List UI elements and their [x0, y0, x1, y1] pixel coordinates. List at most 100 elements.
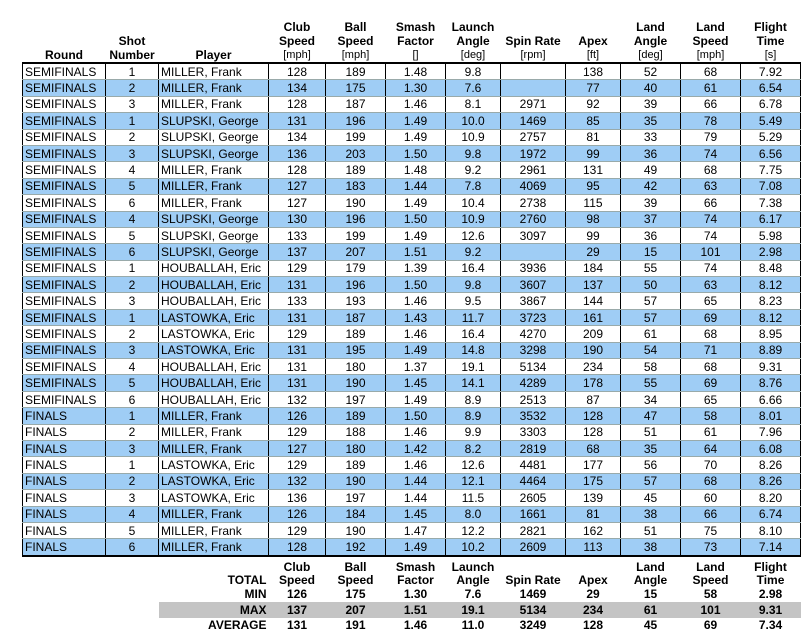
table-cell: 115 — [565, 194, 621, 212]
table-cell: 42 — [620, 178, 681, 196]
table-cell: 4464 — [500, 473, 566, 491]
table-cell: 7.96 — [740, 424, 801, 441]
table-row: SEMIFINALS 6 SLUPSKI, George 137 207 1.51 9.2 2… — [22, 243, 801, 261]
table-cell: 1 — [105, 309, 159, 327]
column-name: Club Speed — [278, 20, 315, 48]
column-unit: [deg] — [460, 49, 486, 61]
table-cell: 3097 — [500, 227, 566, 245]
table-cell: 1661 — [500, 506, 566, 523]
table-cell: 177 — [565, 456, 621, 474]
table-cell: 37 — [620, 211, 681, 228]
table-cell: 190 — [565, 342, 621, 360]
stat-label: MAX — [158, 602, 269, 618]
column-name: Round — [45, 48, 83, 62]
table-cell: 129 — [268, 522, 326, 540]
table-cell: 131 — [268, 374, 326, 392]
table-header: Round Shot Number Player Club Speed [mph] Bal… — [22, 20, 801, 64]
table-cell: 8.26 — [740, 473, 801, 491]
table-cell: SLUPSKI, George — [158, 243, 269, 261]
table-row: SEMIFINALS 1 SLUPSKI, George 131 196 1.49 10.0… — [22, 112, 801, 130]
table-cell: 2 — [105, 129, 159, 146]
column-header: Apex [ft] — [565, 20, 621, 64]
table-cell: 129 — [268, 424, 326, 441]
table-cell: 190 — [325, 194, 386, 212]
table-cell: 52 — [620, 63, 681, 81]
table-cell: 130 — [268, 211, 326, 228]
table-cell: 8.12 — [740, 276, 801, 294]
column-name: Player — [195, 48, 232, 62]
table-cell: 6.08 — [740, 440, 801, 458]
table-cell: 5134 — [500, 358, 566, 376]
table-cell: 6 — [105, 194, 159, 212]
table-cell: 68 — [680, 325, 741, 343]
table-cell: 1.37 — [385, 358, 446, 376]
table-cell: 5 — [105, 227, 159, 245]
footer-stat-row: MAX 137 207 1.51 19.1 5134 234 61 101 9.31 — [22, 602, 801, 618]
table-cell: 12.6 — [445, 227, 501, 245]
table-cell: 3 — [105, 96, 159, 114]
table-cell: 7.14 — [740, 538, 801, 557]
table-row: SEMIFINALS 5 HOUBALLAH, Eric 131 190 1.45 14.1… — [22, 374, 801, 392]
table-cell: 188 — [325, 424, 386, 441]
table-cell: LASTOWKA, Eric — [158, 342, 269, 360]
table-cell: 1.45 — [385, 374, 446, 392]
table-cell: 6.56 — [740, 145, 801, 163]
table-cell: SLUPSKI, George — [158, 227, 269, 245]
table-row: SEMIFINALS 2 MILLER, Frank 134 175 1.30 7.6 77 4… — [22, 79, 801, 97]
table-cell: FINALS — [22, 473, 106, 491]
table-cell: 5 — [105, 374, 159, 392]
table-cell: 2821 — [500, 522, 566, 540]
table-cell: 161 — [565, 309, 621, 327]
table-cell — [500, 79, 566, 97]
table-cell: 8.9 — [445, 391, 501, 409]
table-cell: 6 — [105, 391, 159, 409]
table-cell: SEMIFINALS — [22, 309, 106, 327]
table-row: SEMIFINALS 3 MILLER, Frank 128 187 1.46 8.1 297… — [22, 96, 801, 114]
table-cell: 2760 — [500, 211, 566, 228]
column-name: Spin Rate — [505, 34, 561, 48]
table-cell: FINALS — [22, 407, 106, 425]
table-cell: 50 — [620, 276, 681, 294]
table-cell: 128 — [268, 161, 326, 179]
table-cell: 81 — [565, 506, 621, 523]
table-cell: 63 — [680, 178, 741, 196]
table-cell: 92 — [565, 96, 621, 114]
table-cell: 2513 — [500, 391, 566, 409]
table-row: FINALS 4 MILLER, Frank 126 184 1.45 8.0 1661 81 3… — [22, 506, 801, 523]
table-cell: 2757 — [500, 129, 566, 146]
table-row: FINALS 3 LASTOWKA, Eric 136 197 1.44 11.5 2605 1… — [22, 489, 801, 507]
table-cell: 74 — [680, 145, 741, 163]
table-body: SEMIFINALS 1 MILLER, Frank 128 189 1.48 9.8 138… — [22, 63, 801, 557]
stat-value: 7.6 — [464, 587, 482, 602]
table-cell: 19.1 — [445, 358, 501, 376]
table-cell: 51 — [620, 522, 681, 540]
column-header: Land Speed [mph] — [680, 20, 741, 64]
table-cell: 1.46 — [385, 424, 446, 441]
table-cell: 6 — [105, 538, 159, 557]
table-cell: 12.1 — [445, 473, 501, 491]
table-cell: 10.9 — [445, 129, 501, 146]
table-cell: 3607 — [500, 276, 566, 294]
table-cell: 1 — [105, 456, 159, 474]
table-cell: 195 — [325, 342, 386, 360]
table-cell: 95 — [565, 178, 621, 196]
table-cell: 189 — [325, 161, 386, 179]
table-cell: 4270 — [500, 325, 566, 343]
table-cell: LASTOWKA, Eric — [158, 325, 269, 343]
table-cell: 196 — [325, 276, 386, 294]
stat-value: 61 — [620, 602, 681, 618]
table-cell: 131 — [268, 358, 326, 376]
stat-value: 29 — [586, 587, 600, 602]
table-cell: 3298 — [500, 342, 566, 360]
table-cell: 33 — [620, 129, 681, 146]
table-cell: SEMIFINALS — [22, 112, 106, 130]
table-cell: SEMIFINALS — [22, 276, 106, 294]
stat-value: 175 — [345, 587, 366, 602]
table-cell: SEMIFINALS — [22, 194, 106, 212]
footer-column-name: Club Speed — [268, 554, 326, 587]
table-cell: 69 — [680, 374, 741, 392]
table-cell: 1 — [105, 112, 159, 130]
table-cell: HOUBALLAH, Eric — [158, 358, 269, 376]
table-cell: 6 — [105, 243, 159, 261]
